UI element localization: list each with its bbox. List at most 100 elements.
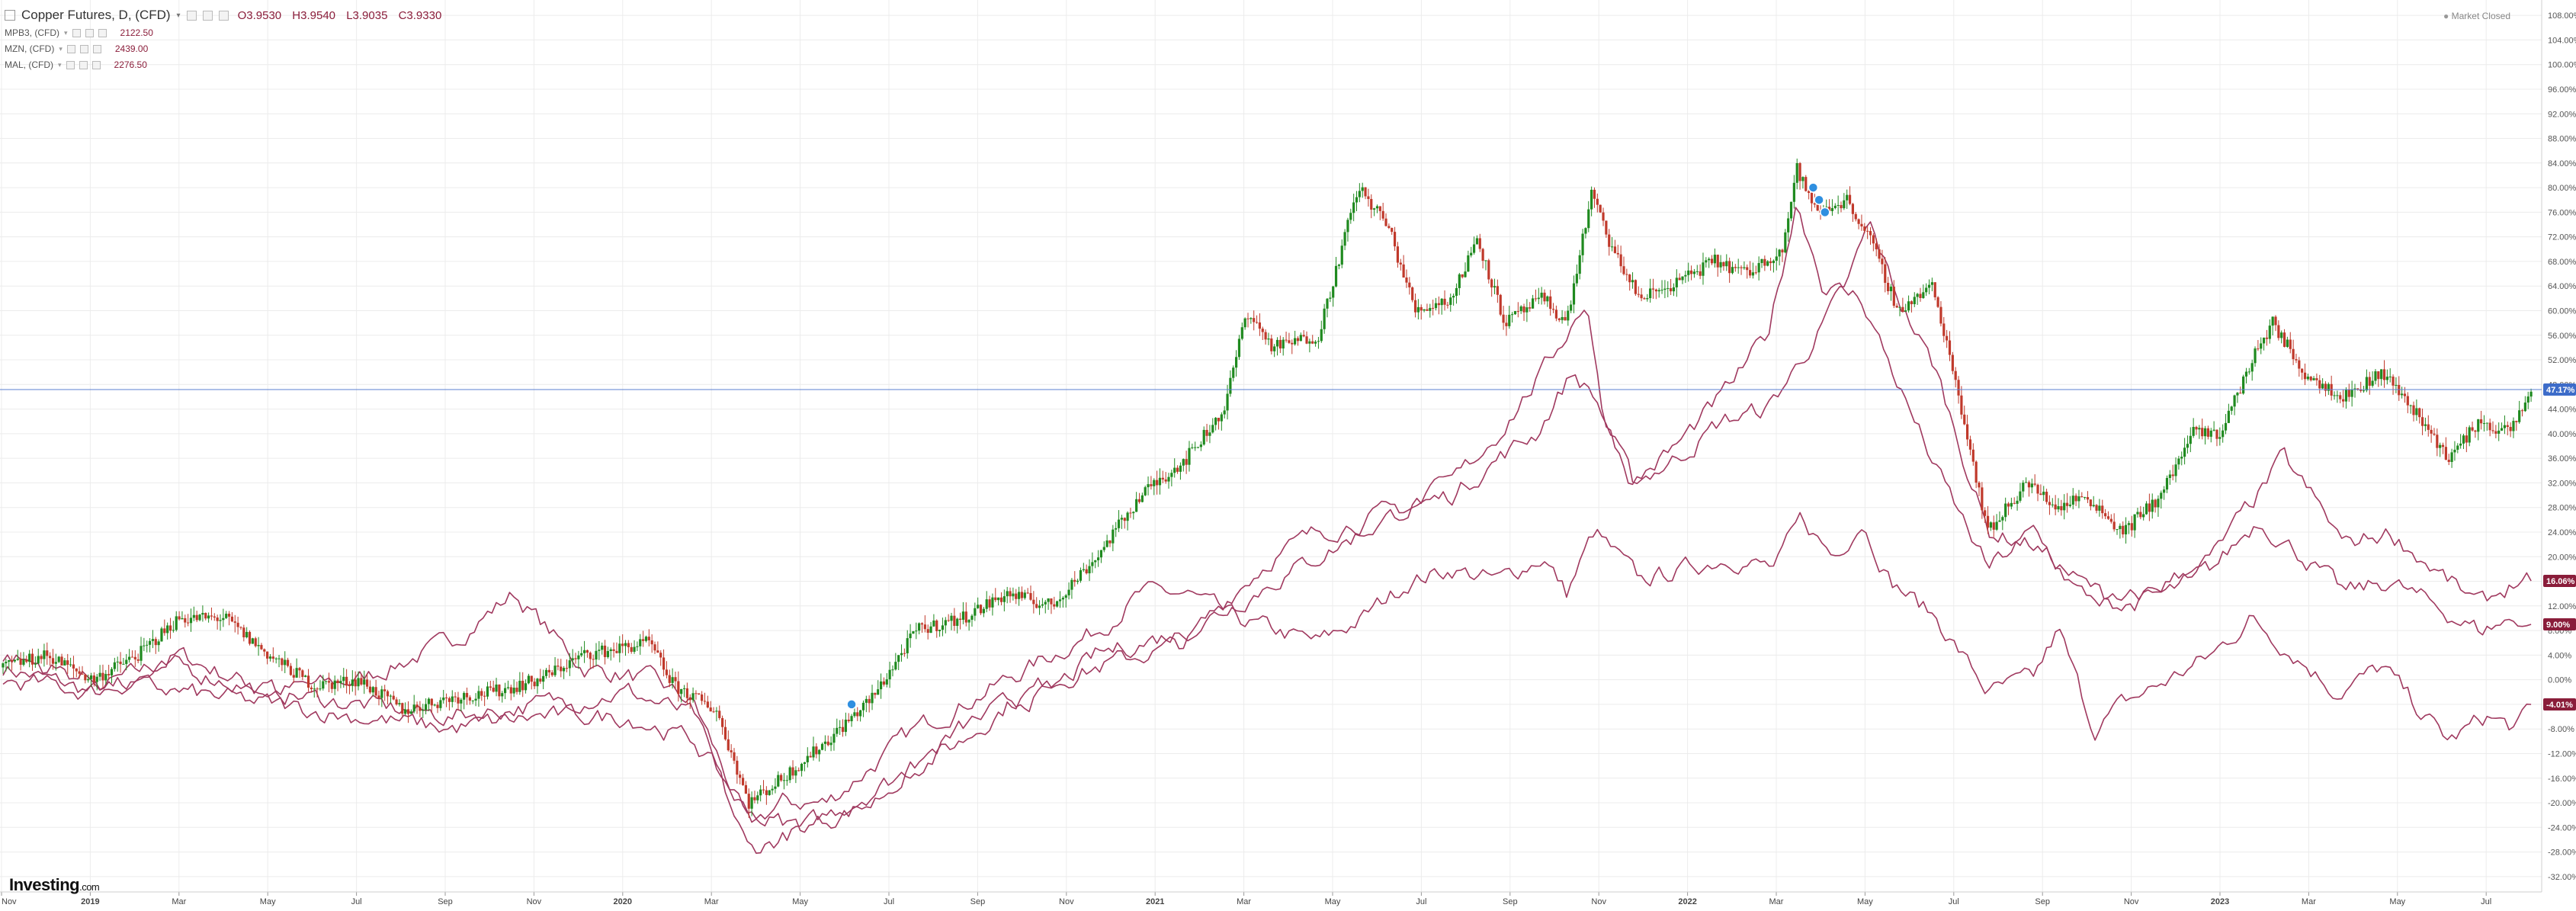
candle [606, 646, 609, 659]
candle-body [723, 727, 727, 739]
candle-body [2247, 371, 2250, 373]
candle [2388, 368, 2392, 383]
collapse-icon[interactable] [5, 10, 15, 21]
candle [777, 771, 780, 788]
close-icon[interactable] [218, 10, 229, 21]
candle [501, 691, 504, 703]
candle [1846, 189, 1849, 209]
candle-body [691, 693, 695, 701]
candle [1099, 550, 1103, 563]
candle-body [2183, 447, 2186, 457]
close-icon[interactable] [91, 60, 101, 69]
candle-body [1349, 213, 1352, 220]
event-marker-icon[interactable] [1808, 182, 1819, 193]
candle-body [1396, 246, 1400, 263]
candle [1094, 560, 1097, 569]
settings-icon[interactable] [66, 60, 75, 69]
candle [2010, 497, 2013, 510]
chevron-down-icon[interactable]: ▾ [176, 11, 181, 20]
candle-body [219, 620, 222, 621]
candle-body [506, 687, 510, 688]
candle-body [836, 727, 839, 734]
candle [1675, 269, 1678, 297]
candle-body [1570, 304, 1573, 311]
chevron-down-icon[interactable]: ▾ [59, 44, 63, 53]
settings-icon[interactable] [72, 28, 81, 37]
candle [2218, 427, 2222, 446]
price-badge: 47.17% [2543, 383, 2576, 396]
hide-icon[interactable] [79, 44, 88, 53]
candle [1044, 599, 1047, 614]
candle [985, 591, 988, 613]
hide-icon[interactable] [202, 10, 213, 21]
candle [1032, 591, 1035, 614]
event-marker-icon[interactable] [846, 699, 857, 710]
candle-body [712, 711, 715, 713]
badge-bg [2543, 383, 2576, 396]
candle [1320, 320, 1323, 343]
candle [847, 713, 850, 723]
candle [1775, 248, 1778, 271]
candle [1643, 297, 1646, 300]
candle-body [465, 692, 469, 698]
investing-logo[interactable]: Investing.com [9, 875, 100, 894]
candle [2233, 394, 2236, 415]
candle [1314, 340, 1317, 347]
candle-body [222, 617, 225, 621]
candle-body [1150, 484, 1153, 486]
candle-body [1561, 316, 1564, 320]
chevron-down-icon[interactable]: ▾ [64, 28, 68, 37]
settings-icon[interactable] [186, 10, 197, 21]
candle [2250, 359, 2254, 381]
candle [1968, 435, 1972, 456]
candle [1296, 336, 1300, 346]
candle-body [797, 770, 800, 771]
candle [2007, 502, 2010, 515]
candle-body [677, 681, 680, 694]
candle-body [2441, 444, 2445, 447]
candle-body [1971, 449, 1975, 462]
event-marker-icon[interactable] [1820, 207, 1830, 218]
event-marker-icon[interactable] [1814, 194, 1824, 205]
candle [542, 669, 545, 690]
candle [1211, 418, 1214, 434]
candle [839, 720, 842, 735]
settings-icon[interactable] [66, 44, 75, 53]
close-icon[interactable] [98, 28, 107, 37]
candle-body [2424, 424, 2427, 426]
candle-body [2339, 395, 2342, 399]
candle [251, 637, 254, 644]
close-icon[interactable] [92, 44, 101, 53]
chevron-down-icon[interactable]: ▾ [58, 60, 62, 69]
candle [57, 656, 60, 663]
candle [1340, 239, 1343, 268]
candle [289, 662, 293, 676]
candle [92, 672, 95, 687]
candle [509, 685, 512, 701]
candle [1772, 259, 1776, 273]
candle [1625, 268, 1628, 281]
hide-icon[interactable] [79, 60, 88, 69]
candle-body [929, 626, 932, 634]
candle [1487, 258, 1490, 284]
candle-body [1866, 230, 1869, 232]
candle [589, 651, 592, 669]
candle-body [771, 788, 774, 791]
candle [1546, 295, 1549, 307]
candle-body [1317, 341, 1320, 342]
y-tick-label: 68.00% [2548, 258, 2576, 267]
hide-icon[interactable] [85, 28, 94, 37]
candle-body [107, 674, 111, 675]
candle [2324, 381, 2327, 397]
candle [1792, 175, 1795, 209]
candle [1115, 521, 1118, 537]
candle-body [2242, 376, 2245, 394]
candle-body [1657, 290, 1660, 292]
candle-body [1490, 279, 1493, 288]
candle [1220, 412, 1223, 431]
candle [2119, 523, 2122, 539]
candle-body [2, 663, 5, 668]
candle-body [636, 646, 639, 647]
